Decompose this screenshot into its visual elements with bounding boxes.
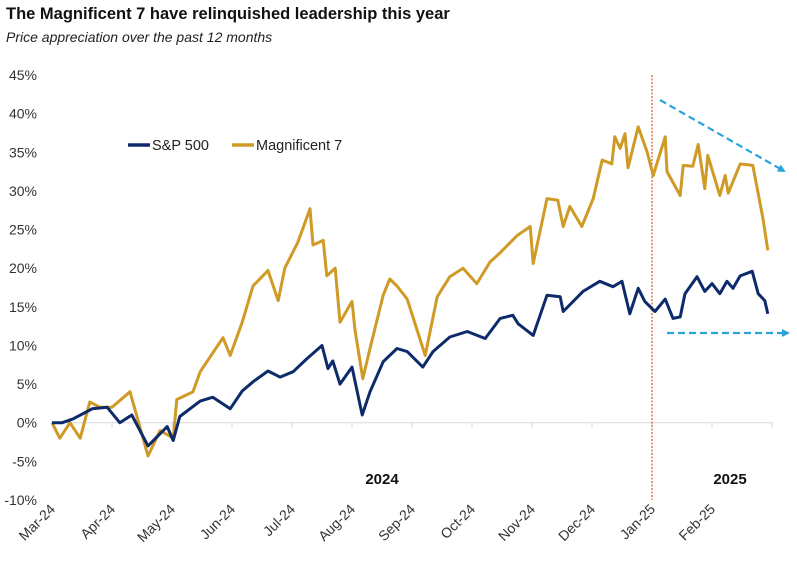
chart-subtitle: Price appreciation over the past 12 mont… — [6, 29, 273, 45]
x-tick-label: Jul-24 — [260, 501, 298, 539]
series-line-magnificent-7 — [50, 125, 770, 458]
y-tick-label: 25% — [9, 222, 37, 238]
series-lines — [50, 125, 770, 458]
x-tick-label: Aug-24 — [315, 501, 358, 544]
y-tick-label: 45% — [9, 67, 37, 83]
series-line-s-p-500 — [52, 269, 770, 448]
chart-title: The Magnificent 7 have relinquished lead… — [6, 5, 450, 23]
x-tick-label: Dec-24 — [555, 501, 598, 544]
year-label: 2025 — [713, 471, 746, 488]
x-tick-label: Sep-24 — [375, 501, 418, 544]
y-axis: 45% 40% 35% 30% 25% 20% 15% 10% 5% 0% -5% -10% — [4, 67, 37, 508]
y-tick-label: 30% — [9, 183, 37, 199]
x-tick-label: Jun-24 — [197, 501, 239, 543]
y-tick-label: -5% — [12, 453, 37, 469]
year-label: 2024 — [365, 471, 399, 488]
x-tick-label: Nov-24 — [495, 501, 538, 544]
x-axis: Mar-24 Apr-24 May-24 Jun-24 Jul-24 Aug-24 Sep-… — [15, 422, 773, 545]
y-tick-label: 5% — [17, 376, 37, 392]
legend: S&P 500 Magnificent 7 — [128, 138, 342, 154]
legend-label: Magnificent 7 — [256, 138, 342, 154]
x-tick-label: Feb-25 — [675, 501, 718, 544]
y-tick-label: 40% — [9, 106, 37, 122]
annotations — [651, 75, 790, 500]
x-tick-label: Oct-24 — [437, 501, 478, 542]
x-tick-label: Jan-25 — [617, 501, 659, 543]
x-tick-label: Apr-24 — [77, 501, 118, 542]
y-tick-label: 15% — [9, 299, 37, 315]
y-tick-label: -10% — [4, 492, 37, 508]
y-tick-label: 20% — [9, 260, 37, 276]
downtrend-arrow — [659, 99, 786, 172]
legend-label: S&P 500 — [152, 138, 209, 154]
y-tick-label: 35% — [9, 144, 37, 160]
y-tick-label: 0% — [17, 415, 37, 431]
x-tick-label: May-24 — [134, 501, 178, 545]
y-tick-label: 10% — [9, 337, 37, 353]
